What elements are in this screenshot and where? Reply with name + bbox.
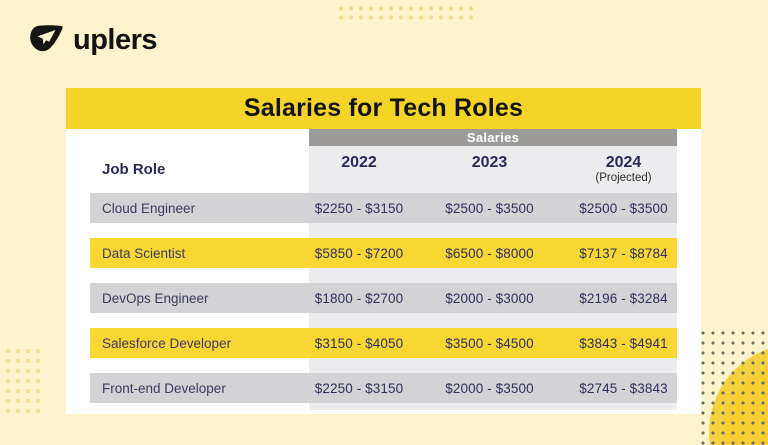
salary-2022-cell: $3150 - $4050 xyxy=(314,335,404,351)
role-cell: Cloud Engineer xyxy=(102,200,196,216)
year-header-2023: 2023 xyxy=(471,154,508,171)
table-row-front-end-developer: Front-end Developer $2250 - $3150 $2000 … xyxy=(90,373,677,403)
salary-2022-cell: $2250 - $3150 xyxy=(314,380,404,396)
paper-plane-icon xyxy=(30,25,63,52)
page-title: Salaries for Tech Roles xyxy=(243,94,524,122)
salary-2024-cell: $7137 - $8784 xyxy=(579,245,668,261)
salary-2023-cell: $2500 - $3500 xyxy=(445,200,534,216)
dot-pattern-top xyxy=(334,2,478,21)
salary-2023-cell: $6500 - $8000 xyxy=(445,245,534,261)
role-cell: Front-end Developer xyxy=(102,380,226,396)
salary-table-card: Salaries for Tech Roles Salaries Job Rol… xyxy=(66,88,701,414)
columns-backdrop xyxy=(309,146,677,410)
role-cell: Salesforce Developer xyxy=(102,335,232,351)
job-role-column-header: Job Role xyxy=(102,161,166,178)
table-row-devops-engineer: DevOps Engineer $1800 - $2700 $2000 - $3… xyxy=(90,283,677,313)
role-cell: DevOps Engineer xyxy=(102,290,209,306)
salary-2023-cell: $2000 - $3500 xyxy=(445,380,534,396)
uplers-logo: uplers xyxy=(26,20,158,56)
table-row-data-scientist: Data Scientist $5850 - $7200 $6500 - $80… xyxy=(90,238,677,268)
year-header-row: 2022 2023 2024 (Projected) xyxy=(309,146,677,193)
salary-2022-cell: $1800 - $2700 xyxy=(314,290,404,306)
dot-pattern-bottom-right xyxy=(696,326,768,445)
projected-note: (Projected) xyxy=(595,172,652,185)
year-header-2022: 2022 xyxy=(341,154,377,171)
salary-2022-cell: $2250 - $3150 xyxy=(314,200,404,216)
role-cell: Data Scientist xyxy=(102,245,186,261)
salaries-group-label: Salaries xyxy=(466,130,520,145)
salary-2023-cell: $3500 - $4500 xyxy=(445,335,534,351)
table-row-salesforce-developer: Salesforce Developer $3150 - $4050 $3500… xyxy=(90,328,677,358)
salary-2022-cell: $5850 - $7200 xyxy=(314,245,404,261)
salary-2024-cell: $2500 - $3500 xyxy=(579,200,668,216)
salaries-group-header: Salaries xyxy=(309,129,677,146)
table-row-cloud-engineer: Cloud Engineer $2250 - $3150 $2500 - $35… xyxy=(90,193,677,223)
table-rows: Cloud Engineer $2250 - $3150 $2500 - $35… xyxy=(90,193,677,418)
salary-2024-cell: $2745 - $3843 xyxy=(579,380,668,396)
brand-name: uplers xyxy=(73,23,158,56)
salary-table: Salaries Job Role 2022 2023 2024 (Projec… xyxy=(66,129,701,414)
salary-2024-cell: $3843 - $4941 xyxy=(579,335,668,351)
year-header-2024: 2024 (Projected) xyxy=(595,154,652,185)
dot-pattern-bottom-left xyxy=(2,345,46,415)
salary-2023-cell: $2000 - $3000 xyxy=(445,290,534,306)
title-banner: Salaries for Tech Roles xyxy=(66,88,701,129)
salary-2024-cell: $2196 - $3284 xyxy=(579,290,668,306)
